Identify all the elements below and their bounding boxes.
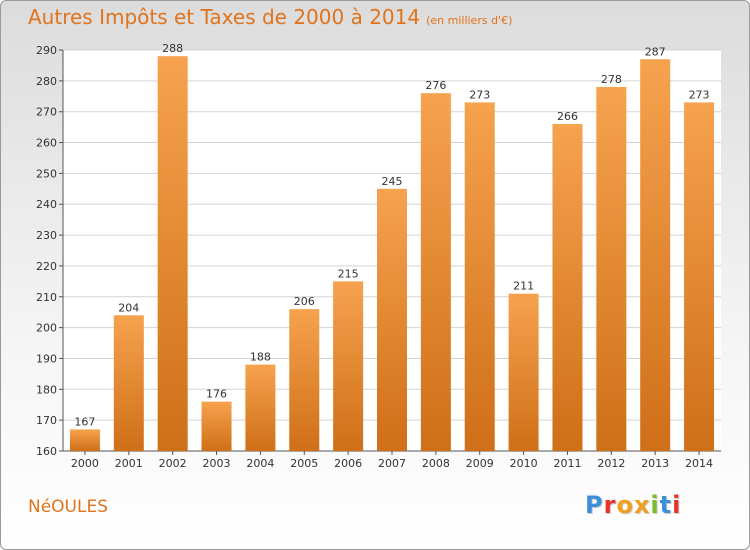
x-tick-label: 2000 bbox=[71, 457, 99, 470]
bar bbox=[464, 102, 495, 451]
bar-value-label: 204 bbox=[118, 301, 139, 314]
x-tick-label: 2007 bbox=[378, 457, 406, 470]
bar-value-label: 273 bbox=[689, 88, 710, 101]
bar-value-label: 245 bbox=[382, 175, 403, 188]
y-tick-label: 240 bbox=[36, 198, 57, 211]
chart-title: Autres Impôts et Taxes de 2000 à 2014 (en… bbox=[28, 5, 512, 29]
bar bbox=[69, 429, 100, 451]
logo-letter: i bbox=[650, 491, 660, 519]
logo-letter: r bbox=[603, 491, 617, 519]
x-tick-label: 2003 bbox=[203, 457, 231, 470]
y-tick-label: 270 bbox=[36, 106, 57, 119]
title-unit: (en milliers d'€) bbox=[426, 14, 513, 27]
bar bbox=[333, 281, 364, 451]
y-tick-label: 260 bbox=[36, 137, 57, 150]
logo-letter: t bbox=[659, 491, 673, 519]
y-tick-label: 220 bbox=[36, 260, 57, 273]
x-tick-label: 2010 bbox=[510, 457, 538, 470]
logo-letter: o bbox=[616, 491, 634, 519]
x-tick-label: 2002 bbox=[159, 457, 187, 470]
x-tick-label: 2012 bbox=[597, 457, 625, 470]
x-tick-label: 2013 bbox=[641, 457, 669, 470]
town-name: NéOULES bbox=[28, 497, 109, 517]
logo-letter: x bbox=[633, 491, 651, 519]
bar bbox=[245, 364, 276, 451]
bar bbox=[113, 315, 144, 451]
bar-value-label: 287 bbox=[645, 45, 666, 58]
bar-value-label: 276 bbox=[425, 79, 446, 92]
bar bbox=[684, 102, 715, 451]
bar-value-label: 206 bbox=[294, 295, 315, 308]
x-tick-label: 2001 bbox=[115, 457, 143, 470]
proxiti-logo[interactable]: Proxiti bbox=[585, 491, 681, 519]
bar bbox=[420, 93, 451, 451]
y-tick-label: 180 bbox=[36, 383, 57, 396]
x-tick-label: 2005 bbox=[290, 457, 318, 470]
y-tick-label: 210 bbox=[36, 291, 57, 304]
x-tick-label: 2006 bbox=[334, 457, 362, 470]
bar-value-label: 288 bbox=[162, 42, 183, 55]
bar bbox=[596, 87, 627, 451]
logo-letter: i bbox=[672, 491, 682, 519]
bar-value-label: 273 bbox=[469, 88, 490, 101]
bar bbox=[508, 293, 539, 451]
bar bbox=[640, 59, 671, 451]
bar bbox=[377, 188, 407, 452]
bar bbox=[157, 56, 188, 452]
title-text: Autres Impôts et Taxes de 2000 à 2014 bbox=[28, 5, 421, 29]
x-tick-label: 2014 bbox=[685, 457, 713, 470]
logo-letter: P bbox=[585, 491, 604, 519]
y-tick-label: 280 bbox=[36, 75, 57, 88]
x-tick-label: 2011 bbox=[553, 457, 581, 470]
bar-value-label: 167 bbox=[74, 415, 95, 428]
y-tick-label: 200 bbox=[36, 322, 57, 335]
y-tick-label: 230 bbox=[36, 229, 57, 242]
bar-value-label: 188 bbox=[250, 351, 271, 364]
x-tick-label: 2004 bbox=[246, 457, 274, 470]
y-tick-label: 290 bbox=[36, 44, 57, 57]
x-tick-label: 2009 bbox=[466, 457, 494, 470]
bar bbox=[552, 124, 583, 452]
bar-value-label: 278 bbox=[601, 73, 622, 86]
bar bbox=[201, 401, 232, 451]
y-tick-label: 190 bbox=[36, 352, 57, 365]
y-tick-label: 160 bbox=[36, 445, 57, 458]
bar bbox=[289, 309, 320, 451]
bar-value-label: 211 bbox=[513, 280, 534, 293]
bar-value-label: 215 bbox=[338, 267, 359, 280]
y-tick-label: 250 bbox=[36, 167, 57, 180]
y-tick-label: 170 bbox=[36, 414, 57, 427]
bar-value-label: 176 bbox=[206, 388, 227, 401]
x-tick-label: 2008 bbox=[422, 457, 450, 470]
bar-value-label: 266 bbox=[557, 110, 578, 123]
